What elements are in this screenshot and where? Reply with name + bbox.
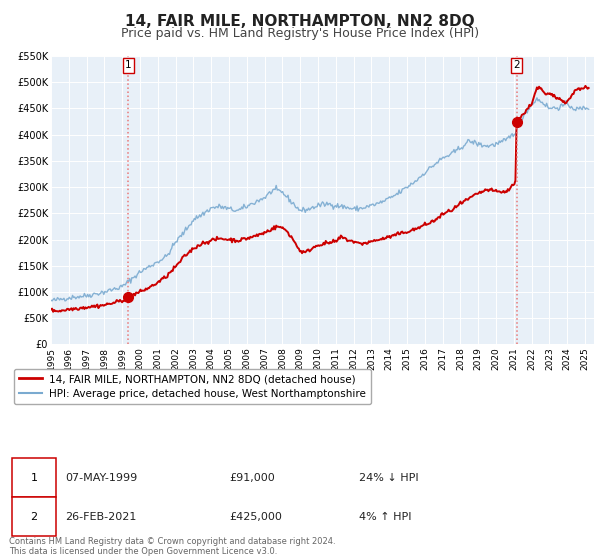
Text: 14, FAIR MILE, NORTHAMPTON, NN2 8DQ: 14, FAIR MILE, NORTHAMPTON, NN2 8DQ xyxy=(125,14,475,29)
Text: 2: 2 xyxy=(31,512,37,522)
Text: 26-FEB-2021: 26-FEB-2021 xyxy=(65,512,136,522)
Text: 07-MAY-1999: 07-MAY-1999 xyxy=(65,473,137,483)
Text: 2: 2 xyxy=(513,60,520,71)
FancyBboxPatch shape xyxy=(12,458,56,497)
Text: £425,000: £425,000 xyxy=(229,512,283,522)
FancyBboxPatch shape xyxy=(12,497,56,536)
Text: 1: 1 xyxy=(125,60,132,71)
Legend: 14, FAIR MILE, NORTHAMPTON, NN2 8DQ (detached house), HPI: Average price, detach: 14, FAIR MILE, NORTHAMPTON, NN2 8DQ (det… xyxy=(14,369,371,404)
Text: Contains HM Land Registry data © Crown copyright and database right 2024.
This d: Contains HM Land Registry data © Crown c… xyxy=(9,536,335,556)
Text: £91,000: £91,000 xyxy=(229,473,275,483)
Text: 1: 1 xyxy=(31,473,37,483)
Text: Price paid vs. HM Land Registry's House Price Index (HPI): Price paid vs. HM Land Registry's House … xyxy=(121,27,479,40)
Text: 24% ↓ HPI: 24% ↓ HPI xyxy=(359,473,418,483)
Text: 4% ↑ HPI: 4% ↑ HPI xyxy=(359,512,412,522)
